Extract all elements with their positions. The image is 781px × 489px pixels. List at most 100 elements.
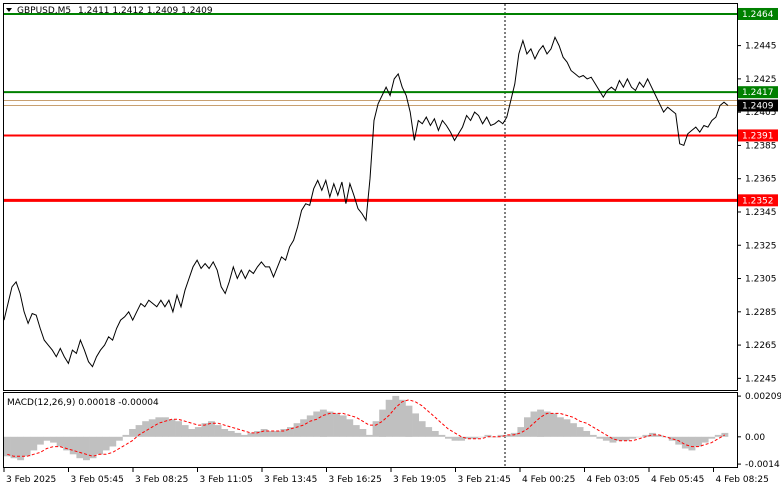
macd-histogram-bar	[392, 395, 400, 437]
macd-histogram-bar	[412, 413, 419, 437]
macd-histogram-bar	[109, 436, 117, 447]
symbol-label: GBPUSD,M5	[17, 6, 71, 16]
macd-histogram-bar	[129, 429, 136, 437]
level-label-1.2352: 1.2352	[742, 196, 774, 206]
macd-histogram-bar	[83, 436, 90, 461]
price-axis-tick-label: 1.2385	[745, 141, 777, 151]
ohlc-label: 1.2411 1.2412 1.2409 1.2409	[78, 6, 213, 16]
time-axis-tick-label: 4 Feb 03:05	[587, 475, 640, 485]
time-axis-tick-label: 3 Feb 13:45	[264, 475, 317, 485]
macd-histogram-bar	[260, 429, 268, 437]
price-axis-tick-label: 1.2245	[745, 374, 777, 384]
macd-histogram-bar	[23, 436, 31, 457]
macd-histogram-bar	[50, 436, 57, 443]
macd-histogram-bar	[398, 399, 406, 437]
macd-histogram-bar	[10, 436, 18, 459]
macd-histogram-bar	[477, 436, 485, 438]
svg-text:GBPUSD,M5 1.2411 1.2412 1.: GBPUSD,M5 1.2411 1.2412 1.2409 1.2409	[17, 6, 213, 16]
macd-histogram-bar	[194, 427, 202, 437]
macd-histogram-bar	[721, 432, 729, 437]
macd-histogram-bar	[181, 425, 189, 437]
macd-histogram-bar	[445, 436, 452, 439]
macd-histogram-bar	[458, 436, 465, 441]
macd-axis-tick-label: 0.00	[745, 433, 765, 443]
macd-histogram-bar	[280, 429, 288, 437]
macd-histogram-bar	[63, 436, 71, 451]
macd-histogram-bar	[471, 436, 479, 439]
time-axis: 3 Feb 2025 3 Feb 05:45 3 Feb 08:25 3 Feb 11…	[3, 467, 769, 485]
macd-histogram-bar	[234, 432, 242, 437]
macd-histogram-bar	[556, 417, 564, 437]
macd-histogram-bar	[267, 431, 275, 437]
macd-histogram-bar	[635, 436, 643, 438]
macd-histogram-bar	[227, 431, 235, 437]
macd-histogram-bar	[451, 436, 459, 441]
price-axis-tick-label: 1.2265	[745, 341, 777, 351]
macd-histogram-bar	[300, 419, 308, 437]
level-label-1.2464-bg	[738, 7, 778, 20]
macd-histogram-bar	[425, 427, 433, 437]
macd-histogram-bar	[319, 409, 327, 437]
price-axis-tick-label: 1.2325	[745, 241, 777, 251]
macd-histogram-bar	[576, 427, 584, 437]
macd-histogram-bar	[681, 436, 689, 449]
macd-histogram-bar	[273, 431, 281, 437]
macd-histogram-bar	[543, 411, 551, 437]
macd-histogram-bar	[602, 436, 610, 441]
macd-histogram-bar	[622, 436, 630, 441]
macd-histogram-bar	[333, 413, 340, 437]
price-panel-frame	[3, 3, 738, 391]
macd-histogram-bar	[530, 411, 538, 437]
price-axis-tick-label: 1.2305	[745, 275, 777, 285]
macd-histogram-bar	[596, 436, 604, 439]
time-axis-tick-label: 4 Feb 05:45	[651, 475, 704, 485]
macd-layer	[4, 395, 729, 461]
macd-histogram-bar	[17, 436, 25, 461]
level-label-1.2417-bg	[738, 86, 778, 99]
macd-histogram-bar	[379, 409, 387, 437]
level-label-1.2352-bg	[738, 194, 778, 207]
macd-histogram-bar	[208, 421, 215, 437]
macd-histogram-bar	[247, 432, 255, 437]
macd-histogram-bar	[326, 411, 334, 437]
macd-histogram-bar	[89, 436, 97, 459]
macd-histogram-bar	[570, 423, 577, 437]
macd-histogram-bar	[352, 425, 360, 437]
level-label-1.2391-bg	[738, 129, 778, 142]
chart-menu-triangle-icon[interactable]	[6, 8, 12, 12]
macd-histogram-bar	[201, 423, 209, 437]
macd-histogram-bar	[504, 434, 512, 437]
macd-histogram-bar	[550, 413, 558, 437]
macd-histogram-bar	[537, 409, 544, 437]
price-axis-tick-label: 1.2345	[745, 208, 777, 218]
macd-histogram-bar	[168, 419, 176, 437]
macd-histogram-bar	[339, 415, 347, 437]
macd-axis-tick-label: -0.0014	[745, 460, 780, 470]
price-axis-tick-label: 1.2365	[745, 175, 777, 185]
time-axis-tick-label: 3 Feb 19:05	[393, 475, 446, 485]
macd-histogram-bar	[708, 436, 716, 439]
macd-histogram-bar	[43, 436, 51, 441]
macd-histogram-bar	[76, 436, 84, 459]
macd-axis: 0.00209 0.00 -0.0014	[737, 392, 781, 470]
macd-histogram-bar	[714, 434, 722, 437]
macd-histogram-bar	[30, 436, 38, 451]
macd-histogram-bar	[142, 421, 150, 437]
price-axis-tick-label: 1.2285	[745, 308, 777, 318]
macd-histogram-bar	[306, 415, 314, 437]
time-axis-tick-label: 3 Feb 11:05	[200, 475, 253, 485]
macd-histogram-bar	[214, 425, 222, 437]
macd-histogram-bar	[431, 431, 439, 437]
macd-histogram-bar	[221, 429, 229, 437]
macd-histogram-bar	[148, 419, 156, 437]
macd-histogram-bar	[122, 434, 130, 437]
macd-histogram-bar	[155, 417, 163, 437]
macd-histogram-bar	[56, 436, 64, 447]
time-axis-tick-label: 4 Feb 00:25	[522, 475, 575, 485]
macd-histogram-bar	[464, 436, 472, 439]
time-axis-tick-label: 3 Feb 16:25	[329, 475, 382, 485]
macd-histogram-bar	[583, 431, 591, 437]
level-label-1.2417: 1.2417	[742, 88, 774, 98]
macd-histogram-bar	[609, 436, 617, 443]
